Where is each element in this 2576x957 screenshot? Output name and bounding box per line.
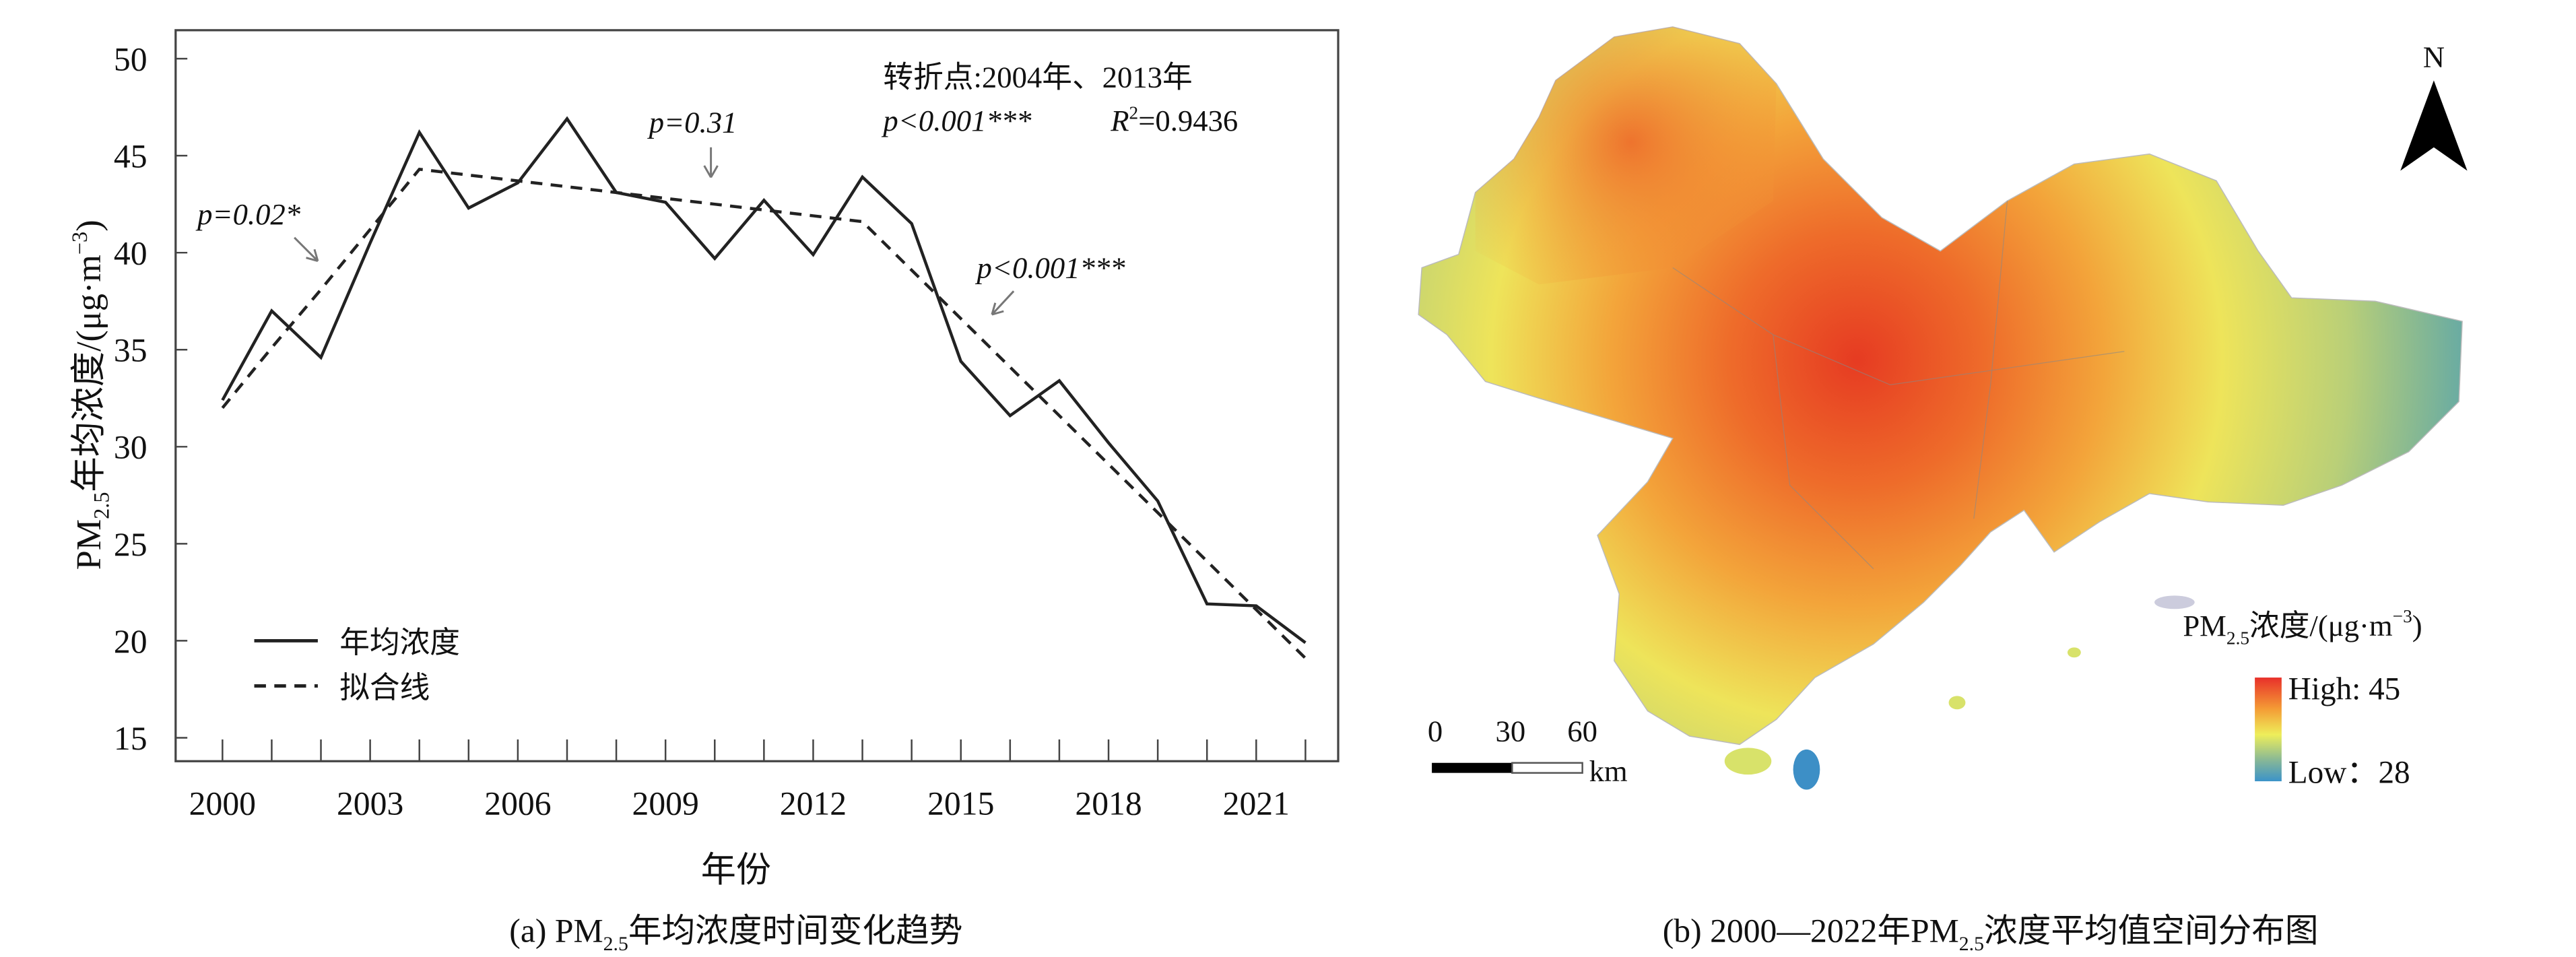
segment3-p-annotation: p<0.001*** [975, 251, 1126, 284]
y-tick-label: 35 [114, 332, 147, 369]
scale-tick: 0 [1428, 714, 1443, 748]
legend-label-annual: 年均浓度 [339, 626, 460, 659]
x-axis: 2000 2003 2006 2009 2012 2015 2018 2021 [189, 739, 1307, 822]
x-tick-label: 2015 [927, 785, 994, 822]
annotation-arrows [294, 147, 1015, 316]
plot-frame [174, 29, 1340, 762]
arrow-icon [991, 290, 1015, 316]
y-tick-label: 30 [114, 429, 147, 466]
x-tick-label: 2003 [337, 785, 403, 822]
overall-p-annotation: p<0.001*** [881, 104, 1032, 137]
arrow-icon [294, 236, 319, 263]
islands [1724, 595, 2195, 790]
scale-black [1432, 762, 1513, 773]
north-arrow-icon [2400, 80, 2468, 171]
series-lines [221, 116, 1307, 659]
r2-annotation: R2=0.9436 [1110, 102, 1238, 137]
north-label: N [2423, 40, 2445, 73]
y-tick-label: 20 [114, 623, 147, 660]
x-tick-label: 2009 [632, 785, 699, 822]
line-chart: 15 20 25 30 35 40 45 50 2000 2003 2006 2009 2012 201… [67, 29, 1340, 955]
y-tick-label: 15 [114, 720, 147, 757]
fit-line [221, 167, 1307, 659]
y-tick-label: 25 [114, 526, 147, 563]
legend: 年均浓度 拟合线 [254, 626, 460, 704]
y-axis-label: PM2.5年均浓度/(μg·m−3) [67, 220, 113, 570]
scale-bar: 0 30 60 km [1428, 714, 1628, 788]
turning-point-annotation: 转折点:2004年、2013年 [883, 60, 1192, 94]
x-tick-label: 2012 [780, 785, 847, 822]
scale-tick: 30 [1495, 714, 1525, 748]
pm25-map: N 0 30 60 km PM2.5浓度/(μg·m−3) High: 45 L… [1418, 26, 2468, 955]
annual-line [221, 116, 1307, 645]
y-axis: 15 20 25 30 35 40 45 50 [114, 40, 188, 757]
legend-label-fit: 拟合线 [339, 671, 430, 704]
north-arrow: N [2400, 40, 2468, 171]
y-tick-label: 50 [114, 40, 147, 77]
y-tick-label: 45 [114, 138, 147, 175]
color-legend: PM2.5浓度/(μg·m−3) High: 45 Low：28 [2183, 606, 2422, 790]
caption-b: (b) 2000—2022年PM2.5浓度平均值空间分布图 [1663, 913, 2319, 955]
region-nw-highlight [1475, 26, 1777, 285]
arrow-icon [703, 147, 719, 178]
x-axis-label: 年份 [701, 851, 771, 890]
x-tick-label: 2000 [189, 785, 256, 822]
caption-a: (a) PM2.5年均浓度时间变化趋势 [509, 913, 962, 955]
x-tick-label: 2006 [484, 785, 551, 822]
legend-title: PM2.5浓度/(μg·m−3) [2183, 606, 2422, 648]
legend-high-label: High: 45 [2288, 671, 2400, 706]
legend-low-label: Low：28 [2288, 756, 2410, 791]
scale-white [1511, 762, 1583, 774]
legend-color-ramp [2255, 678, 2282, 782]
segment1-p-annotation: p=0.02* [195, 197, 301, 231]
segment2-p-annotation: p=0.31 [647, 105, 737, 139]
x-tick-label: 2018 [1075, 785, 1142, 822]
scale-unit: km [1589, 754, 1628, 788]
district-boundaries [1672, 201, 2125, 570]
scale-tick: 60 [1567, 714, 1597, 748]
y-tick-label: 40 [114, 235, 147, 272]
x-tick-label: 2021 [1223, 785, 1290, 822]
